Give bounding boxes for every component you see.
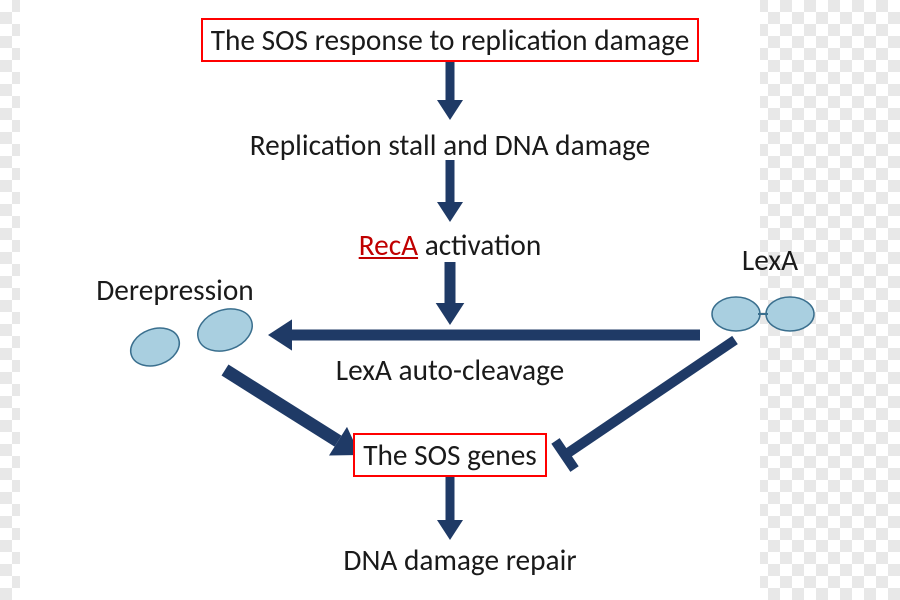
sos-genes-text: The SOS genes	[363, 437, 537, 473]
node-reca-activation: RecA activation	[359, 227, 542, 263]
node-lexa: LexA	[742, 242, 798, 278]
node-stall: Replication stall and DNA damage	[250, 127, 651, 163]
reca-link: RecA	[359, 227, 418, 263]
node-cleavage: LexA auto-cleavage	[336, 352, 565, 388]
lexa-text: LexA	[742, 242, 798, 278]
reca-suffix: activation	[418, 227, 541, 263]
stall-text: Replication stall and DNA damage	[250, 127, 651, 163]
title-text: The SOS response to replication damage	[211, 22, 690, 58]
node-title: The SOS response to replication damage	[201, 18, 700, 62]
node-sos-genes: The SOS genes	[353, 433, 547, 477]
repair-text: DNA damage repair	[343, 542, 576, 578]
cleavage-text: LexA auto-cleavage	[336, 352, 565, 388]
node-repair: DNA damage repair	[343, 542, 576, 578]
node-derepression: Derepression	[96, 272, 253, 308]
derepression-text: Derepression	[96, 272, 253, 308]
diagram-canvas: The SOS response to replication damage R…	[0, 0, 900, 600]
